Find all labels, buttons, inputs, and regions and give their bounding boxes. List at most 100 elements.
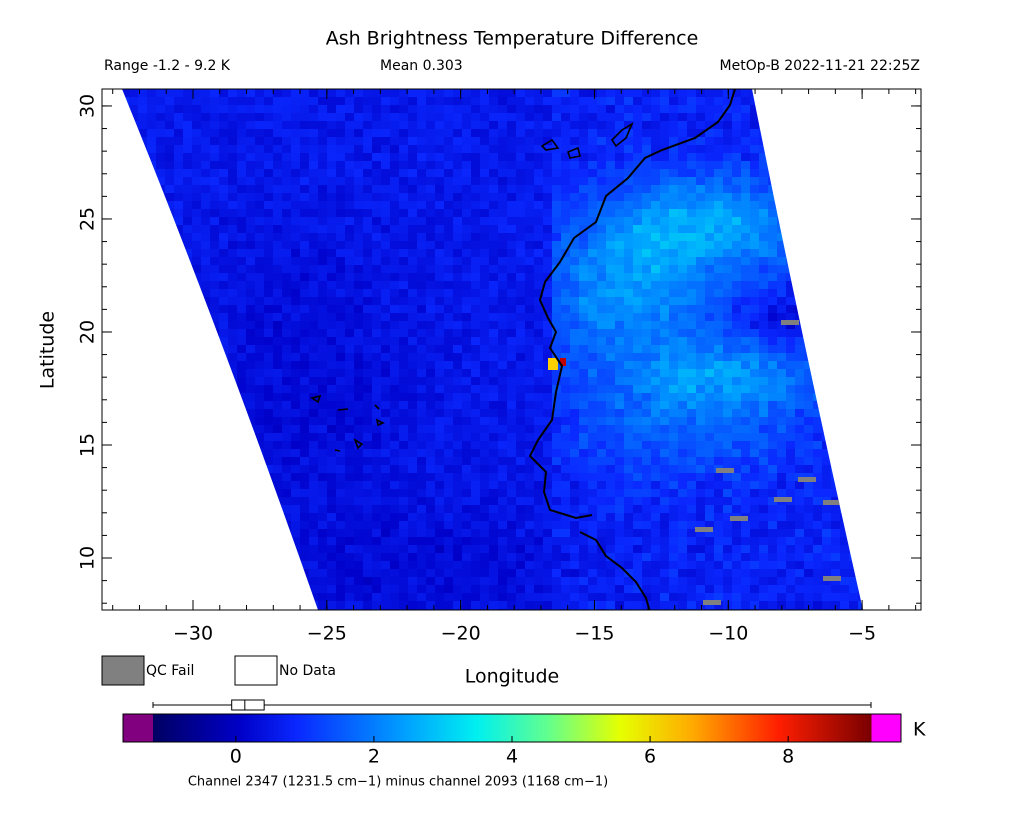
- pixel: [624, 89, 633, 97]
- pixel: [651, 153, 660, 161]
- pixel: [489, 185, 498, 193]
- pixel: [453, 281, 462, 289]
- pixel: [849, 161, 858, 169]
- pixel: [291, 273, 300, 281]
- pixel: [435, 345, 444, 353]
- pixel: [651, 537, 660, 545]
- pixel: [336, 465, 345, 473]
- pixel: [282, 441, 291, 449]
- pixel: [156, 521, 165, 529]
- pixel: [714, 561, 723, 569]
- pixel: [228, 201, 237, 209]
- pixel: [543, 385, 552, 393]
- pixel: [147, 441, 156, 449]
- pixel: [174, 177, 183, 185]
- pixel: [768, 473, 777, 481]
- pixel: [291, 289, 300, 297]
- pixel: [543, 161, 552, 169]
- pixel: [840, 217, 849, 225]
- pixel: [210, 345, 219, 353]
- pixel: [282, 297, 291, 305]
- pixel: [372, 337, 381, 345]
- pixel: [516, 297, 525, 305]
- pixel: [795, 369, 804, 377]
- pixel: [786, 361, 795, 369]
- pixel: [300, 265, 309, 273]
- pixel: [687, 337, 696, 345]
- pixel: [318, 433, 327, 441]
- pixel: [255, 457, 264, 465]
- pixel: [363, 273, 372, 281]
- pixel: [696, 105, 705, 113]
- pixel: [210, 217, 219, 225]
- pixel: [552, 289, 561, 297]
- pixel: [804, 281, 813, 289]
- pixel: [273, 449, 282, 457]
- pixel: [255, 209, 264, 217]
- pixel: [660, 545, 669, 553]
- pixel: [687, 425, 696, 433]
- pixel: [714, 161, 723, 169]
- pixel: [633, 369, 642, 377]
- pixel: [228, 505, 237, 513]
- pixel: [273, 417, 282, 425]
- pixel: [129, 169, 138, 177]
- pixel: [255, 441, 264, 449]
- pixel: [579, 473, 588, 481]
- pixel: [156, 321, 165, 329]
- pixel: [453, 385, 462, 393]
- pixel: [705, 353, 714, 361]
- pixel: [786, 89, 795, 97]
- pixel: [156, 497, 165, 505]
- pixel: [264, 233, 273, 241]
- pixel: [363, 257, 372, 265]
- pixel: [219, 185, 228, 193]
- pixel: [138, 425, 147, 433]
- pixel: [219, 473, 228, 481]
- pixel: [822, 145, 831, 153]
- pixel: [183, 545, 192, 553]
- pixel: [399, 369, 408, 377]
- pixel: [804, 289, 813, 297]
- pixel: [462, 185, 471, 193]
- pixel: [768, 305, 777, 313]
- pixel: [363, 161, 372, 169]
- pixel: [849, 417, 858, 425]
- pixel: [255, 145, 264, 153]
- pixel: [246, 249, 255, 257]
- pixel: [183, 377, 192, 385]
- pixel: [732, 449, 741, 457]
- pixel: [147, 505, 156, 513]
- pixel: [489, 353, 498, 361]
- pixel: [219, 201, 228, 209]
- pixel: [471, 433, 480, 441]
- pixel: [237, 233, 246, 241]
- pixel: [543, 321, 552, 329]
- pixel: [363, 417, 372, 425]
- pixel: [732, 489, 741, 497]
- pixel: [183, 201, 192, 209]
- pixel: [237, 353, 246, 361]
- pixel: [561, 457, 570, 465]
- pixel: [210, 273, 219, 281]
- pixel: [633, 409, 642, 417]
- pixel: [768, 241, 777, 249]
- pixel: [651, 145, 660, 153]
- pixel: [687, 361, 696, 369]
- pixel: [399, 185, 408, 193]
- pixel: [246, 393, 255, 401]
- pixel: [714, 361, 723, 369]
- pixel: [831, 553, 840, 561]
- pixel: [570, 425, 579, 433]
- pixel: [804, 521, 813, 529]
- pixel: [822, 89, 831, 97]
- pixel: [264, 305, 273, 313]
- pixel: [732, 201, 741, 209]
- pixel: [291, 113, 300, 121]
- pixel: [651, 193, 660, 201]
- pixel: [122, 409, 129, 417]
- pixel: [138, 153, 147, 161]
- pixel: [552, 489, 561, 497]
- pixel: [525, 89, 534, 97]
- pixel: [786, 337, 795, 345]
